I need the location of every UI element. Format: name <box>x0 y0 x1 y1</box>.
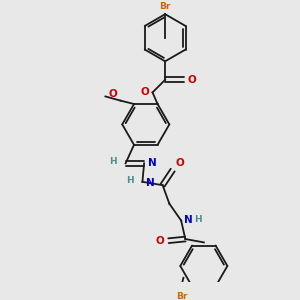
Text: O: O <box>140 87 149 98</box>
Text: Br: Br <box>176 292 188 300</box>
Text: N: N <box>148 158 157 168</box>
Text: N: N <box>146 178 154 188</box>
Text: O: O <box>175 158 184 167</box>
Text: H: H <box>195 215 202 224</box>
Text: H: H <box>126 176 134 185</box>
Text: Br: Br <box>160 2 171 11</box>
Text: O: O <box>156 236 164 246</box>
Text: N: N <box>184 215 192 225</box>
Text: O: O <box>108 89 117 99</box>
Text: H: H <box>110 157 117 166</box>
Text: O: O <box>188 75 197 85</box>
